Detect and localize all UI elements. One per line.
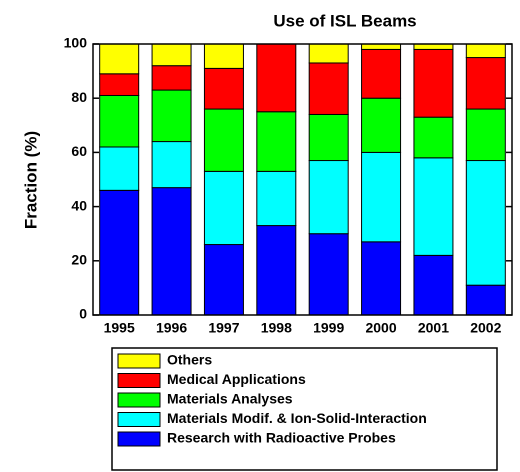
y-tick-label: 40: [71, 197, 87, 213]
bar-segment: [99, 73, 140, 96]
bar-segment: [308, 113, 349, 162]
legend-label: Medical Applications: [167, 371, 306, 387]
y-tick-label: 100: [64, 35, 88, 51]
legend-label: Materials Modif. & Ion-Solid-Interaction: [167, 410, 427, 426]
bar-segment: [256, 111, 297, 172]
bar-segment: [465, 284, 506, 316]
bar-segment: [361, 43, 402, 50]
bar-segment: [361, 97, 402, 153]
bar-segment: [256, 43, 297, 113]
bar-segment: [465, 57, 506, 110]
legend-label: Materials Analyses: [167, 391, 293, 407]
y-tick-label: 20: [71, 252, 87, 268]
bar-segment: [361, 241, 402, 316]
bar-segment: [99, 189, 140, 316]
y-tick-label: 0: [79, 306, 87, 322]
legend-swatch: [117, 392, 161, 408]
legend-box: [111, 347, 498, 471]
bar-segment: [413, 157, 454, 256]
bar-segment: [203, 43, 244, 69]
bar-segment: [413, 48, 454, 118]
bar-segment: [256, 225, 297, 316]
x-tick-label: 2002: [470, 320, 501, 336]
chart-title: Use of ISL Beams: [273, 11, 416, 30]
y-axis-label: Fraction (%): [21, 131, 40, 229]
bar-segment: [203, 108, 244, 172]
legend-label: Research with Radioactive Probes: [167, 430, 396, 446]
bar-segment: [99, 146, 140, 191]
bar-segment: [203, 170, 244, 246]
bar-segment: [99, 43, 140, 75]
bar-segment: [361, 151, 402, 243]
legend-swatch: [117, 412, 161, 427]
x-tick-label: 1997: [208, 320, 239, 336]
bar-segment: [151, 65, 192, 91]
x-tick-label: 1998: [261, 320, 292, 336]
x-tick-label: 1995: [104, 320, 135, 336]
plot-frame: [92, 43, 513, 316]
bar-segment: [151, 89, 192, 143]
x-tick-label: 1996: [156, 320, 187, 336]
legend-swatch: [117, 373, 161, 388]
bar-segment: [203, 244, 244, 316]
bar-segment: [256, 170, 297, 227]
bar-segment: [361, 48, 402, 99]
bar-segment: [308, 160, 349, 235]
y-tick-label: 80: [71, 89, 87, 105]
bar-segment: [151, 141, 192, 189]
bar-segment: [99, 94, 140, 148]
bar-segment: [151, 43, 192, 67]
legend-label: Others: [167, 352, 212, 368]
bar-segment: [413, 116, 454, 159]
legend-swatch: [117, 353, 161, 369]
bar-segment: [203, 67, 244, 110]
bar-segment: [308, 233, 349, 316]
x-tick-label: 2000: [365, 320, 396, 336]
legend-swatch: [117, 431, 161, 447]
bar-segment: [465, 43, 506, 59]
bar-segment: [308, 62, 349, 115]
y-tick-label: 60: [71, 143, 87, 159]
bar-segment: [151, 187, 192, 316]
bar-segment: [465, 160, 506, 286]
bar-segment: [308, 43, 349, 64]
x-tick-label: 1999: [313, 320, 344, 336]
bar-segment: [413, 43, 454, 50]
x-tick-label: 2001: [418, 320, 449, 336]
bar-segment: [413, 254, 454, 316]
bar-segment: [465, 108, 506, 162]
